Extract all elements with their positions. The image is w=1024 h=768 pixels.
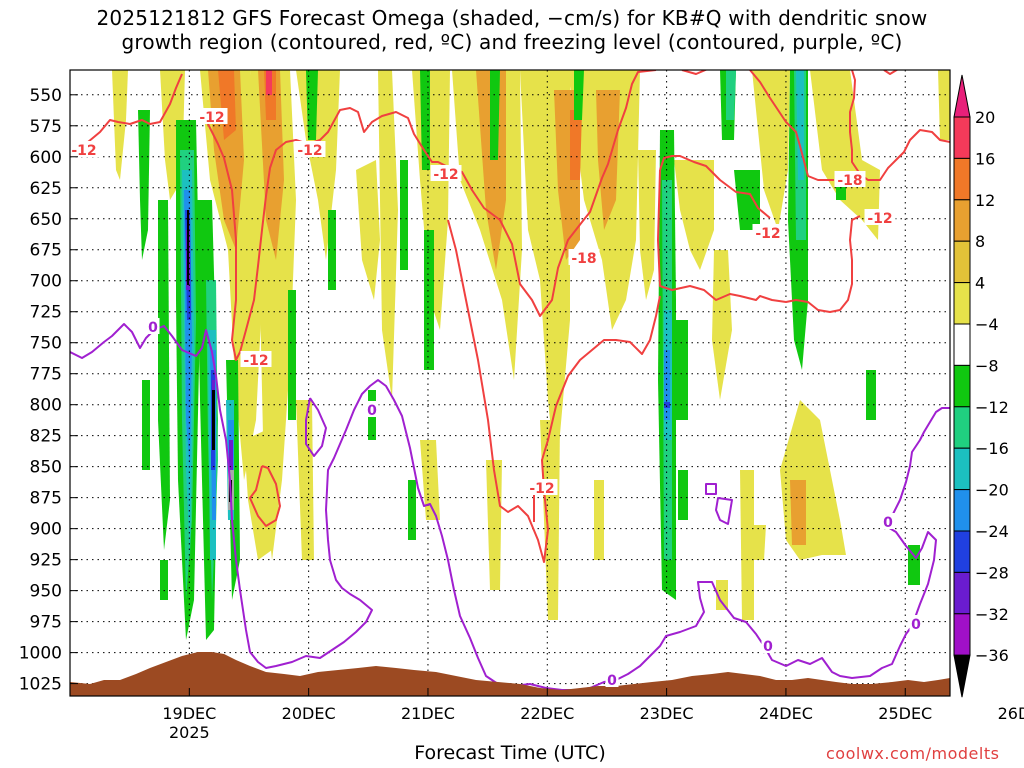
x-tick-label: 26DEC bbox=[998, 704, 1024, 723]
colorbar-swatch bbox=[953, 406, 971, 449]
colorbar-swatch bbox=[953, 613, 971, 656]
y-tick-label: 700 bbox=[30, 272, 62, 292]
y-tick-label: 550 bbox=[30, 86, 62, 106]
y-tick-label: 825 bbox=[30, 427, 62, 447]
colorbar-swatch bbox=[953, 571, 971, 615]
x-axis-title: Forecast Time (UTC) bbox=[414, 742, 606, 764]
y-tick-label: 975 bbox=[30, 613, 62, 633]
y-tick-label: 600 bbox=[30, 148, 62, 168]
colorbar-swatch bbox=[953, 364, 971, 408]
y-tick-label: 650 bbox=[30, 210, 62, 230]
y-tick-label: 900 bbox=[30, 520, 62, 540]
colorbar-label: −32 bbox=[975, 605, 1009, 624]
y-tick-label: 750 bbox=[30, 334, 62, 354]
colorbar-label: −16 bbox=[975, 439, 1009, 458]
x-tick-label: 25DEC bbox=[878, 704, 932, 723]
colorbar-label: −36 bbox=[975, 646, 1009, 665]
terrain bbox=[70, 652, 950, 696]
colorbar-swatch bbox=[953, 157, 971, 201]
colorbar-label: 12 bbox=[975, 191, 995, 210]
contour-label: 0 bbox=[607, 673, 617, 689]
colorbar-swatch bbox=[953, 323, 971, 366]
colorbar-label: 16 bbox=[975, 149, 995, 168]
y-tick-label: 950 bbox=[30, 582, 62, 602]
y-tick-label: 850 bbox=[30, 458, 62, 478]
colorbar-swatch bbox=[953, 489, 971, 532]
colorbar-label: −4 bbox=[975, 315, 999, 334]
contour-label: -18 bbox=[837, 173, 862, 189]
contour-label: -12 bbox=[433, 167, 458, 183]
colorbar-label: −28 bbox=[975, 563, 1009, 582]
contour-label: -12 bbox=[867, 211, 892, 227]
colorbar-swatch bbox=[953, 199, 971, 242]
contour-label: -12 bbox=[71, 143, 96, 159]
colorbar-label: −12 bbox=[975, 398, 1009, 417]
contour-label: -12 bbox=[297, 143, 322, 159]
colorbar-label: −8 bbox=[975, 356, 999, 375]
y-tick-label: 1000 bbox=[19, 644, 62, 664]
contour-label: -12 bbox=[243, 353, 268, 369]
colorbar-swatch bbox=[953, 116, 971, 159]
x-tick-label: 24DEC bbox=[759, 704, 813, 723]
credit-link[interactable]: coolwx.com/modelts bbox=[826, 744, 1000, 763]
contour-label: -12 bbox=[755, 226, 780, 242]
contour-label: 0 bbox=[763, 639, 773, 655]
y-tick-label: 800 bbox=[30, 396, 62, 416]
colorbar-bottom-arrow bbox=[953, 654, 971, 698]
y-tick-label: 1025 bbox=[19, 675, 62, 695]
colorbar-label: 20 bbox=[975, 108, 995, 127]
colorbar-swatch bbox=[953, 447, 971, 491]
y-tick-label: 625 bbox=[30, 179, 62, 199]
colorbar-label: −20 bbox=[975, 481, 1009, 500]
grid bbox=[70, 70, 950, 696]
chart-title: 2025121812 GFS Forecast Omega (shaded, −… bbox=[96, 6, 928, 54]
y-tick-label: 725 bbox=[30, 303, 62, 323]
colorbar-label: 8 bbox=[975, 232, 985, 251]
contour-label: 0 bbox=[883, 515, 893, 531]
contour-label: -18 bbox=[571, 251, 596, 267]
contour-label: -12 bbox=[529, 481, 554, 497]
y-tick-label: 675 bbox=[30, 241, 62, 261]
contour-label: 0 bbox=[148, 320, 158, 336]
plot-frame bbox=[69, 69, 951, 697]
colorbar-swatch bbox=[953, 240, 971, 284]
y-tick-label: 775 bbox=[30, 365, 62, 385]
colorbar-label: −24 bbox=[975, 522, 1009, 541]
contour-label: -12 bbox=[199, 110, 224, 126]
colorbar-top-arrow bbox=[953, 74, 971, 118]
y-tick-label: 575 bbox=[30, 117, 62, 137]
y-tick-label: 925 bbox=[30, 551, 62, 571]
y-tick-label: 875 bbox=[30, 489, 62, 509]
x-tick-label: 2025 bbox=[169, 723, 210, 742]
x-tick-label: 21DEC bbox=[401, 704, 455, 723]
x-tick-label: 22DEC bbox=[520, 704, 574, 723]
contour-labels: -12 -12 -12 -12 -12 -18 -12 -12 -18 -12 0 0 0 0 0 0 bbox=[68, 108, 923, 689]
colorbar-swatch bbox=[953, 530, 971, 573]
contour-label: 0 bbox=[911, 617, 921, 633]
colorbar: 20 16 12 8 4 −4 −8 −12 −16 −20 −24 −28 −32 −36 bbox=[953, 74, 1009, 698]
x-tick-label: 20DEC bbox=[282, 704, 336, 723]
contour-label: 0 bbox=[367, 403, 377, 419]
colorbar-label: 4 bbox=[975, 274, 985, 293]
x-tick-label: 19DEC bbox=[162, 704, 216, 723]
colorbar-swatch bbox=[953, 282, 971, 325]
y-axis-labels: 550 575 600 625 650 675 700 725 750 775 800 825 850 8… bbox=[19, 86, 78, 695]
x-tick-label: 23DEC bbox=[640, 704, 694, 723]
